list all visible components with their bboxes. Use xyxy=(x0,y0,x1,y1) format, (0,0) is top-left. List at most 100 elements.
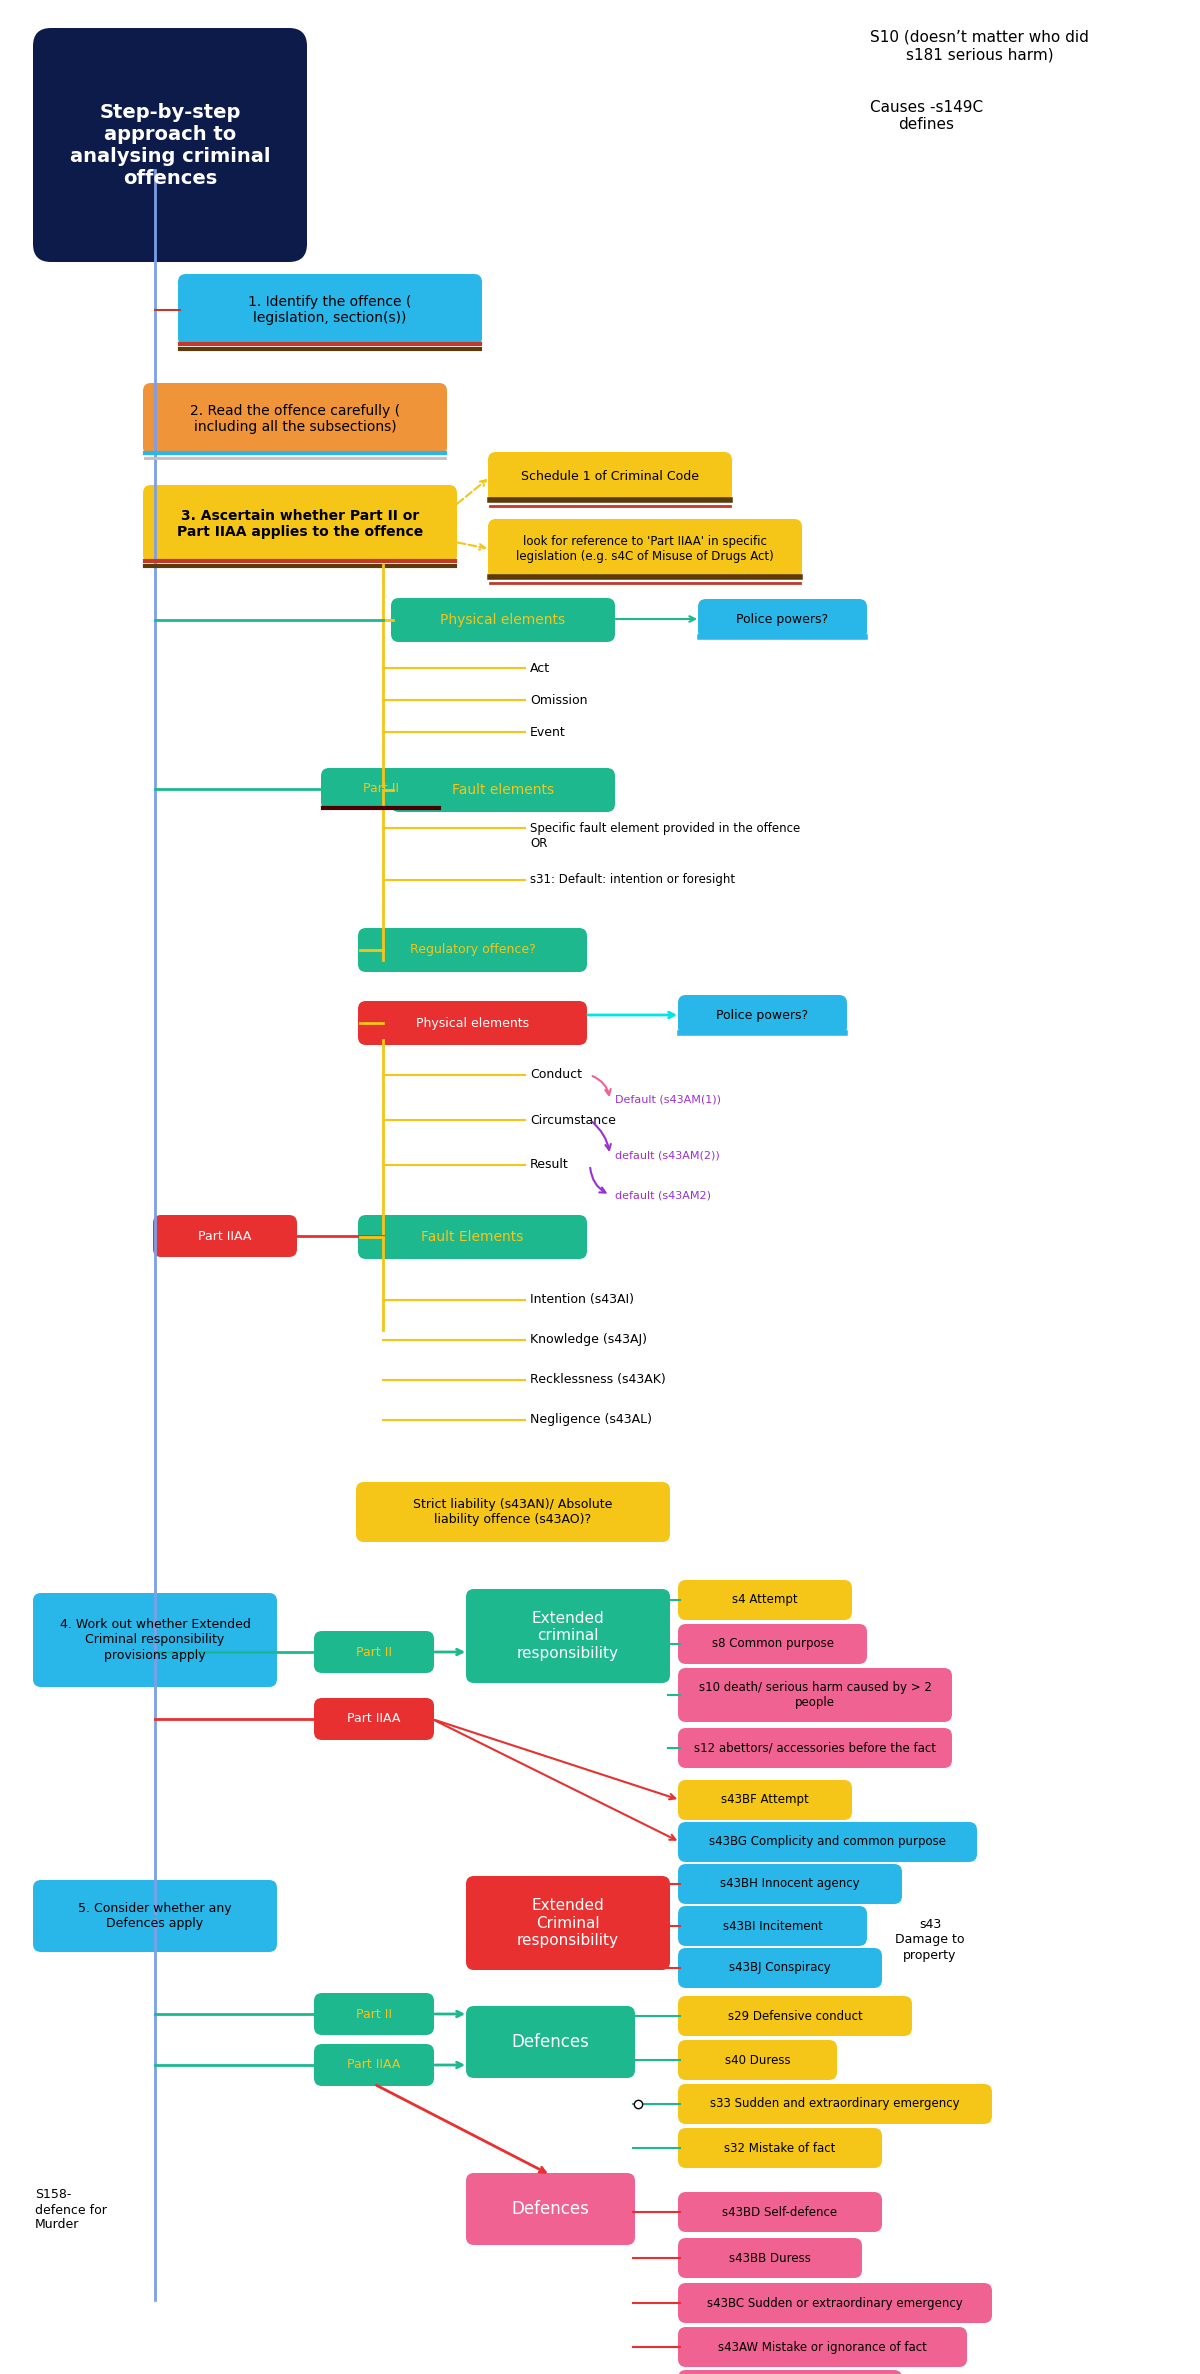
FancyBboxPatch shape xyxy=(678,1581,852,1619)
Text: Result: Result xyxy=(530,1159,569,1170)
Text: Circumstance: Circumstance xyxy=(530,1113,616,1128)
Text: default (s43AM2): default (s43AM2) xyxy=(616,1189,710,1199)
Text: Part II: Part II xyxy=(364,783,398,795)
Text: Part II: Part II xyxy=(356,1645,392,1659)
Text: default (s43AM(2)): default (s43AM(2)) xyxy=(616,1149,720,1161)
FancyBboxPatch shape xyxy=(678,1728,952,1769)
FancyBboxPatch shape xyxy=(391,598,616,641)
Text: Recklessness (s43AK): Recklessness (s43AK) xyxy=(530,1375,666,1386)
FancyBboxPatch shape xyxy=(678,2239,862,2279)
Text: s31: Default: intention or foresight: s31: Default: intention or foresight xyxy=(530,874,736,886)
Text: Intention (s43AI): Intention (s43AI) xyxy=(530,1294,634,1306)
FancyBboxPatch shape xyxy=(143,484,457,563)
FancyBboxPatch shape xyxy=(34,28,307,261)
Text: S10 (doesn’t matter who did
s181 serious harm): S10 (doesn’t matter who did s181 serious… xyxy=(870,31,1088,62)
Text: Part II: Part II xyxy=(356,2008,392,2020)
FancyBboxPatch shape xyxy=(314,1631,434,1674)
FancyBboxPatch shape xyxy=(678,1906,866,1947)
FancyBboxPatch shape xyxy=(314,1697,434,1740)
Text: Part IIAA: Part IIAA xyxy=(347,1712,401,1726)
Text: Schedule 1 of Criminal Code: Schedule 1 of Criminal Code xyxy=(521,470,698,484)
FancyBboxPatch shape xyxy=(678,1624,866,1664)
FancyBboxPatch shape xyxy=(356,1481,670,1543)
Text: look for reference to 'Part IIAA' in specific
legislation (e.g. s4C of Misuse of: look for reference to 'Part IIAA' in spe… xyxy=(516,534,774,563)
FancyBboxPatch shape xyxy=(678,1864,902,1904)
FancyBboxPatch shape xyxy=(34,1880,277,1951)
FancyBboxPatch shape xyxy=(678,2284,992,2324)
Text: s43BC Sudden or extraordinary emergency: s43BC Sudden or extraordinary emergency xyxy=(707,2296,962,2310)
Text: s43BG Complicity and common purpose: s43BG Complicity and common purpose xyxy=(709,1835,946,1849)
Text: Conduct: Conduct xyxy=(530,1068,582,1083)
Text: s43BI Incitement: s43BI Incitement xyxy=(722,1921,822,1932)
FancyBboxPatch shape xyxy=(466,1588,670,1683)
Text: Police powers?: Police powers? xyxy=(737,612,828,624)
FancyBboxPatch shape xyxy=(678,995,847,1035)
FancyBboxPatch shape xyxy=(488,520,802,579)
Text: Event: Event xyxy=(530,726,565,738)
Text: S158-
defence for
Murder: S158- defence for Murder xyxy=(35,2189,107,2232)
FancyBboxPatch shape xyxy=(178,273,482,347)
FancyBboxPatch shape xyxy=(466,2172,635,2246)
FancyBboxPatch shape xyxy=(678,2191,882,2232)
Text: Defences: Defences xyxy=(511,2032,589,2051)
Text: 2. Read the offence carefully (
including all the subsections): 2. Read the offence carefully ( includin… xyxy=(190,404,400,434)
Text: s43BJ Conspiracy: s43BJ Conspiracy xyxy=(730,1961,830,1975)
Text: s33 Sudden and extraordinary emergency: s33 Sudden and extraordinary emergency xyxy=(710,2099,960,2110)
Text: Police powers?: Police powers? xyxy=(716,1009,809,1021)
FancyBboxPatch shape xyxy=(34,1593,277,1688)
Text: Extended
Criminal
responsibility: Extended Criminal responsibility xyxy=(517,1899,619,1949)
FancyBboxPatch shape xyxy=(488,451,732,501)
FancyBboxPatch shape xyxy=(678,2084,992,2125)
Text: s43BF Attempt: s43BF Attempt xyxy=(721,1792,809,1807)
FancyBboxPatch shape xyxy=(678,2327,967,2367)
FancyBboxPatch shape xyxy=(678,2369,902,2374)
Text: s4 Attempt: s4 Attempt xyxy=(732,1593,798,1607)
Text: 5. Consider whether any
Defences apply: 5. Consider whether any Defences apply xyxy=(78,1902,232,1930)
FancyBboxPatch shape xyxy=(678,1821,977,1861)
Text: Regulatory offence?: Regulatory offence? xyxy=(409,942,535,957)
FancyBboxPatch shape xyxy=(678,2039,838,2080)
Text: Fault elements: Fault elements xyxy=(452,783,554,798)
Text: Omission: Omission xyxy=(530,693,588,707)
FancyBboxPatch shape xyxy=(358,928,587,971)
FancyBboxPatch shape xyxy=(322,769,442,810)
Text: 3. Ascertain whether Part II or
Part IIAA applies to the offence: 3. Ascertain whether Part II or Part IIA… xyxy=(176,508,424,539)
Text: s43BH Innocent agency: s43BH Innocent agency xyxy=(720,1878,860,1890)
Text: s32 Mistake of fact: s32 Mistake of fact xyxy=(725,2141,835,2156)
FancyBboxPatch shape xyxy=(678,1949,882,1987)
FancyBboxPatch shape xyxy=(143,382,446,456)
Text: s29 Defensive conduct: s29 Defensive conduct xyxy=(727,2008,863,2023)
Text: Physical elements: Physical elements xyxy=(440,612,565,627)
Text: Fault Elements: Fault Elements xyxy=(421,1230,523,1244)
FancyBboxPatch shape xyxy=(466,2006,635,2077)
Text: 4. Work out whether Extended
Criminal responsibility
provisions apply: 4. Work out whether Extended Criminal re… xyxy=(60,1619,251,1662)
Text: Step-by-step
approach to
analysing criminal
offences: Step-by-step approach to analysing crimi… xyxy=(70,102,270,188)
Text: s43
Damage to
property: s43 Damage to property xyxy=(895,1918,965,1961)
Text: s40 Duress: s40 Duress xyxy=(725,2054,791,2065)
FancyBboxPatch shape xyxy=(698,598,866,639)
FancyBboxPatch shape xyxy=(314,2044,434,2087)
Text: Physical elements: Physical elements xyxy=(416,1016,529,1030)
Text: Act: Act xyxy=(530,662,550,674)
Text: Part IIAA: Part IIAA xyxy=(198,1230,252,1242)
Text: Extended
criminal
responsibility: Extended criminal responsibility xyxy=(517,1612,619,1662)
FancyBboxPatch shape xyxy=(391,769,616,812)
Text: 1. Identify the offence (
legislation, section(s)): 1. Identify the offence ( legislation, s… xyxy=(248,294,412,325)
FancyBboxPatch shape xyxy=(678,2127,882,2167)
FancyBboxPatch shape xyxy=(678,1669,952,1721)
Text: s10 death/ serious harm caused by > 2
people: s10 death/ serious harm caused by > 2 pe… xyxy=(698,1681,931,1709)
Text: Strict liability (s43AN)/ Absolute
liability offence (s43AO)?: Strict liability (s43AN)/ Absolute liabi… xyxy=(413,1498,613,1526)
Text: Causes -s149C
defines: Causes -s149C defines xyxy=(870,100,983,133)
Text: s43BB Duress: s43BB Duress xyxy=(730,2251,811,2265)
Text: Knowledge (s43AJ): Knowledge (s43AJ) xyxy=(530,1334,647,1346)
Text: Specific fault element provided in the offence
OR: Specific fault element provided in the o… xyxy=(530,821,800,850)
FancyBboxPatch shape xyxy=(154,1215,298,1256)
Text: s12 abettors/ accessories before the fact: s12 abettors/ accessories before the fac… xyxy=(694,1743,936,1754)
FancyBboxPatch shape xyxy=(466,1875,670,1970)
Text: Negligence (s43AL): Negligence (s43AL) xyxy=(530,1413,652,1427)
FancyBboxPatch shape xyxy=(678,1780,852,1821)
FancyBboxPatch shape xyxy=(358,1215,587,1258)
Text: Defences: Defences xyxy=(511,2201,589,2217)
Text: s43BD Self-defence: s43BD Self-defence xyxy=(722,2205,838,2217)
Text: Part IIAA: Part IIAA xyxy=(347,2058,401,2073)
